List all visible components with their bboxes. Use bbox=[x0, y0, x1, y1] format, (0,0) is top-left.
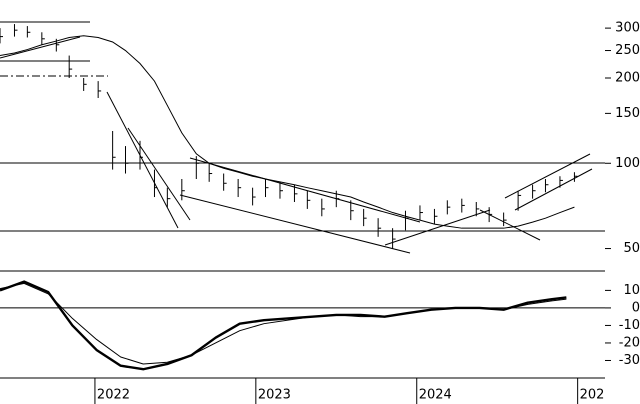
x-tick-label: 2022 bbox=[97, 388, 130, 403]
y-tick-label: -10 bbox=[619, 318, 640, 333]
trend-line bbox=[179, 194, 411, 254]
trend-line bbox=[127, 127, 191, 221]
oscillator-line bbox=[0, 280, 567, 371]
trend-lines bbox=[0, 21, 605, 379]
y-tick-label: -30 bbox=[619, 353, 640, 368]
y-tick-label: -20 bbox=[619, 335, 640, 350]
trend-line bbox=[106, 91, 179, 229]
trend-line bbox=[514, 168, 593, 211]
trend-line bbox=[504, 153, 591, 199]
trend-line bbox=[384, 209, 491, 246]
y-tick-label: 250 bbox=[615, 43, 640, 58]
x-tick-label: 2024 bbox=[419, 388, 452, 403]
trend-line bbox=[189, 157, 421, 223]
y-tick-label: 100 bbox=[615, 156, 640, 171]
y-tick-label: 10 bbox=[623, 283, 640, 298]
y-tick-label: 150 bbox=[615, 106, 640, 121]
trend-line bbox=[479, 209, 541, 241]
oscillator-line bbox=[0, 282, 567, 365]
trend-line bbox=[0, 36, 81, 59]
y-tick-label: 200 bbox=[615, 70, 640, 85]
y-tick-label: 300 bbox=[615, 21, 640, 36]
moving-average bbox=[0, 35, 575, 229]
y-tick-label: 0 bbox=[632, 300, 640, 315]
x-tick-label: 2023 bbox=[258, 388, 291, 403]
x-tick-label: 202 bbox=[580, 388, 605, 403]
y-tick-label: 50 bbox=[623, 241, 640, 256]
